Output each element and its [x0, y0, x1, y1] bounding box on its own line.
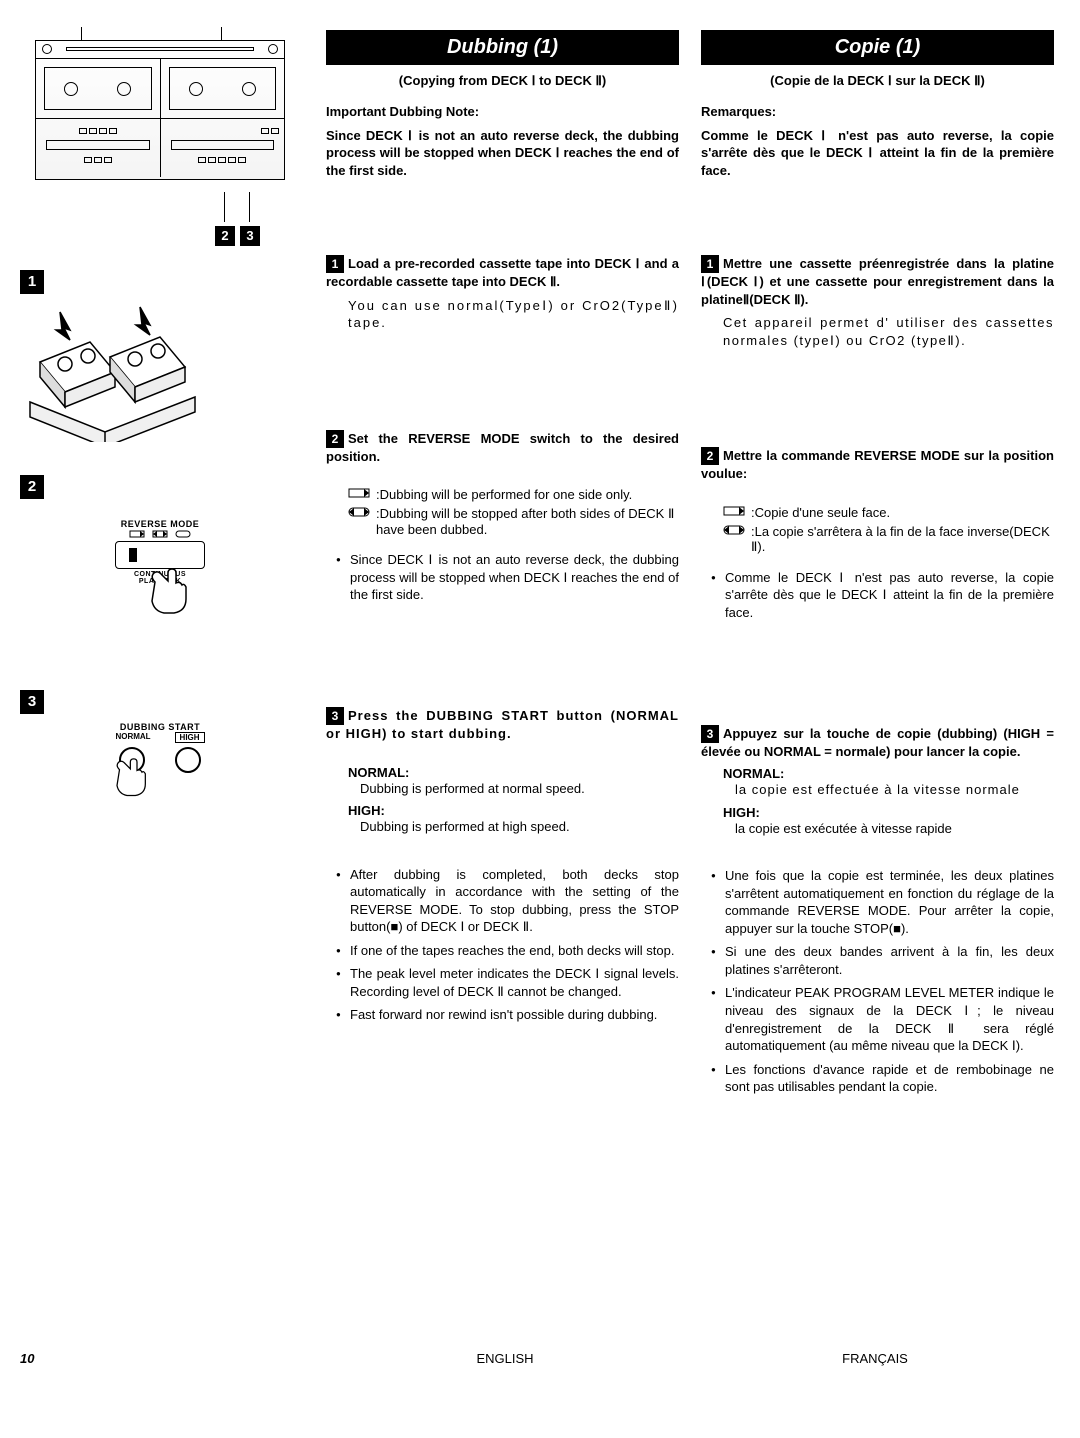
step1-illustration: 1 [20, 270, 300, 445]
step3-b3-en: The peak level meter indicates the DECK … [336, 965, 679, 1000]
step1-fr: 1Mettre une cassette préenregistrée dans… [701, 255, 1054, 349]
note-head-fr: Remarques: [701, 103, 1054, 121]
mode1-en: :Dubbing will be performed for one side … [376, 487, 632, 502]
section-title-fr: Copie (1) [701, 30, 1054, 65]
note-body-fr: Comme le DECK Ⅰ n'est pas auto reverse, … [701, 127, 1054, 180]
subtitle-fr: (Copie de la DECK Ⅰ sur la DECK Ⅱ) [701, 73, 1054, 89]
subtitle-en: (Copying from DECK Ⅰ to DECK Ⅱ) [326, 73, 679, 89]
step3-illustration: 3 DUBBING START NORMAL HIGH [20, 690, 300, 773]
note-body-en: Since DECK Ⅰ is not an auto reverse deck… [326, 127, 679, 180]
illustration-column: 1 1 [20, 30, 320, 1360]
high-label-en: HIGH: [348, 803, 679, 818]
hand-icon [140, 567, 200, 617]
step2-bullet-fr: Comme le DECK Ⅰ n'est pas auto reverse, … [711, 569, 1054, 622]
step1-body-fr: Cet appareil permet d' utiliser des cass… [701, 314, 1054, 349]
step2-head-en: Set the REVERSE MODE switch to the desir… [326, 431, 679, 464]
step3-head-fr: Appuyez sur la touche de copie (dubbing)… [701, 726, 1054, 759]
note-head-en: Important Dubbing Note: [326, 103, 679, 121]
step3-b3-fr: L'indicateur PEAK PROGRAM LEVEL METER in… [711, 984, 1054, 1054]
deck-illustration: 1 1 [20, 40, 300, 240]
step1-head-en: Load a pre-recorded cassette tape into D… [326, 256, 679, 289]
normal-text-fr: la copie est effectuée à la vitesse norm… [723, 781, 1054, 799]
step3-fr: 3Appuyez sur la touche de copie (dubbing… [701, 725, 1054, 1096]
step3-b2-en: If one of the tapes reaches the end, bot… [336, 942, 679, 960]
high-text-en: Dubbing is performed at high speed. [348, 818, 679, 836]
lang-fr: FRANÇAIS [690, 1351, 1060, 1366]
mode2-fr: :La copie s'arrêtera à la fin de la face… [751, 524, 1054, 555]
normal-text-en: Dubbing is performed at normal speed. [348, 780, 679, 798]
step3-b1-fr: Une fois que la copie est terminée, les … [711, 867, 1054, 937]
normal-label-en: NORMAL: [348, 765, 679, 780]
page-footer: 10 ENGLISH FRANÇAIS [20, 1351, 1060, 1366]
step3-head-en: Press the DUBBING START button (NORMAL o… [326, 708, 679, 741]
step1-body-en: You can use normal(TypeⅠ) or CrO2(TypeⅡ)… [326, 297, 679, 332]
step3-b2-fr: Si une des deux bandes arrivent à la fin… [711, 943, 1054, 978]
step2-illustration: 2 REVERSE MODE CONTINUOUSPLAYBACK [20, 475, 300, 620]
step1-head-fr: Mettre une cassette préenregistrée dans … [701, 256, 1054, 307]
page-number: 10 [20, 1351, 320, 1366]
step2-head-fr: Mettre la commande REVERSE MODE sur la p… [701, 448, 1054, 481]
english-column: Dubbing (1) (Copying from DECK Ⅰ to DECK… [320, 30, 685, 1360]
step2-fr: 2Mettre la commande REVERSE MODE sur la … [701, 447, 1054, 621]
french-column: Copie (1) (Copie de la DECK Ⅰ sur la DEC… [695, 30, 1060, 1360]
step2-bullet-en: Since DECK Ⅰ is not an auto reverse deck… [336, 551, 679, 604]
step2-en: 2Set the REVERSE MODE switch to the desi… [326, 430, 679, 604]
high-text-fr: la copie est exécutée à vitesse rapide [723, 820, 1054, 838]
step3-b4-fr: Les fonctions d'avance rapide et de remb… [711, 1061, 1054, 1096]
mode2-en: :Dubbing will be stopped after both side… [376, 506, 679, 537]
step3-b1-en: After dubbing is completed, both decks s… [336, 866, 679, 936]
step1-en: 1Load a pre-recorded cassette tape into … [326, 255, 679, 332]
cassettes-icon [20, 302, 200, 442]
step3-en: 3Press the DUBBING START button (NORMAL … [326, 707, 679, 1024]
hand-icon [107, 753, 157, 803]
lang-en: ENGLISH [320, 1351, 690, 1366]
mode1-fr: :Copie d'une seule face. [751, 505, 890, 520]
normal-label-fr: NORMAL: [723, 766, 1054, 781]
step3-b4-en: Fast forward nor rewind isn't possible d… [336, 1006, 679, 1024]
high-label-fr: HIGH: [723, 805, 1054, 820]
section-title-en: Dubbing (1) [326, 30, 679, 65]
